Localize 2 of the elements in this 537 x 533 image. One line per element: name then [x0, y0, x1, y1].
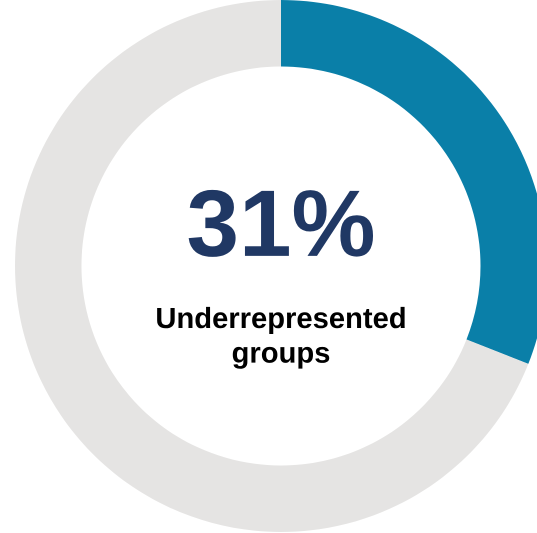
text: Underrepresented groups: [157, 306, 405, 369]
data-label: 31%: [188, 190, 374, 257]
